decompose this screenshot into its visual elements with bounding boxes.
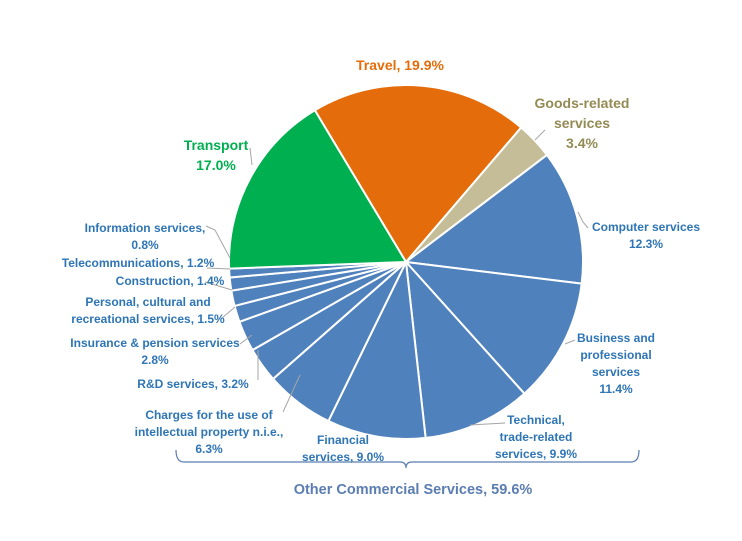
data-label-line: Insurance & pension services bbox=[70, 336, 240, 350]
leader-line-telecom bbox=[206, 267, 231, 270]
pie-slices bbox=[228, 84, 584, 440]
group-brace bbox=[175, 449, 640, 469]
data-label-technical: Technical, trade-related services, 9.9% bbox=[495, 413, 577, 461]
data-label-line: services bbox=[554, 115, 610, 131]
pie-slice-technical bbox=[405, 261, 526, 439]
data-label-line: 12.3% bbox=[629, 237, 663, 251]
leader-lines bbox=[204, 129, 589, 426]
pie-slice-travel bbox=[313, 84, 523, 263]
leader-line-transport bbox=[249, 147, 253, 166]
pie-slice-transport bbox=[228, 109, 407, 270]
data-label-line: services, 9.0% bbox=[302, 450, 384, 464]
leader-line-insurance bbox=[239, 334, 253, 345]
data-label-line: services bbox=[592, 365, 640, 379]
data-label-line: Business and bbox=[577, 331, 655, 345]
data-label-line: trade-related bbox=[500, 430, 573, 444]
data-label-information: Information services, 0.8% bbox=[85, 221, 206, 252]
data-label-line: 11.4% bbox=[599, 382, 633, 396]
data-label-line: recreational services, 1.5% bbox=[71, 312, 225, 326]
data-label-insurance: Insurance & pension services 2.8% bbox=[70, 336, 240, 367]
data-label-line: 6.3% bbox=[195, 442, 223, 456]
data-label-financial: Financial services, 9.0% bbox=[302, 433, 384, 464]
leader-line-information bbox=[205, 225, 231, 259]
data-label-line: Travel, 19.9% bbox=[356, 57, 445, 73]
leader-line-construction bbox=[204, 281, 233, 291]
leader-line-computer bbox=[577, 211, 589, 229]
data-labels: Travel, 19.9% Goods-related services 3.4% Co… bbox=[62, 57, 701, 464]
data-label-line: Technical, bbox=[507, 413, 565, 427]
leader-line-ip bbox=[282, 374, 301, 413]
data-label-line: intellectual property n.i.e., bbox=[135, 425, 284, 439]
data-label-ip: Charges for the use of intellectual prope… bbox=[135, 408, 284, 456]
pie-slice-financial bbox=[327, 261, 427, 440]
data-label-line: professional bbox=[580, 348, 651, 362]
leader-line-technical bbox=[469, 422, 506, 426]
data-label-telecom: Telecommunications, 1.2% bbox=[62, 256, 215, 270]
data-label-line: Information services, bbox=[85, 221, 206, 235]
data-label-line: 17.0% bbox=[196, 157, 236, 173]
data-label-line: 2.8% bbox=[141, 353, 169, 367]
pie-slice-business bbox=[405, 261, 583, 395]
data-label-line: R&D services, 3.2% bbox=[137, 377, 249, 391]
group-annotation-label: Other Commercial Services, 59.6% bbox=[294, 482, 533, 498]
data-label-transport: Transport 17.0% bbox=[184, 137, 249, 173]
data-label-line: Telecommunications, 1.2% bbox=[62, 256, 215, 270]
data-label-line: Personal, cultural and bbox=[85, 295, 210, 309]
data-label-line: Charges for the use of bbox=[145, 408, 273, 422]
data-label-line: 0.8% bbox=[131, 238, 159, 252]
data-label-line: Construction, 1.4% bbox=[116, 274, 225, 288]
data-label-travel: Travel, 19.9% bbox=[356, 57, 445, 73]
data-label-construction: Construction, 1.4% bbox=[116, 274, 225, 288]
data-label-line: Transport bbox=[184, 137, 249, 153]
data-label-line: 3.4% bbox=[566, 135, 598, 151]
data-label-line: Financial bbox=[317, 433, 369, 447]
pie-slice-computer bbox=[405, 153, 584, 285]
leader-line-personal bbox=[221, 306, 236, 319]
data-label-line: Computer services bbox=[592, 220, 700, 234]
leader-line-goods bbox=[534, 129, 546, 141]
data-label-line: services, 9.9% bbox=[495, 447, 577, 461]
leader-line-business bbox=[564, 339, 576, 345]
data-label-goods: Goods-related services 3.4% bbox=[535, 95, 630, 151]
data-label-business: Business and professional services 11.4% bbox=[577, 331, 655, 396]
data-label-personal: Personal, cultural and recreational servi… bbox=[71, 295, 225, 326]
data-label-line: Goods-related bbox=[535, 95, 630, 111]
data-label-rd: R&D services, 3.2% bbox=[137, 377, 249, 391]
data-label-computer: Computer services 12.3% bbox=[592, 220, 700, 251]
